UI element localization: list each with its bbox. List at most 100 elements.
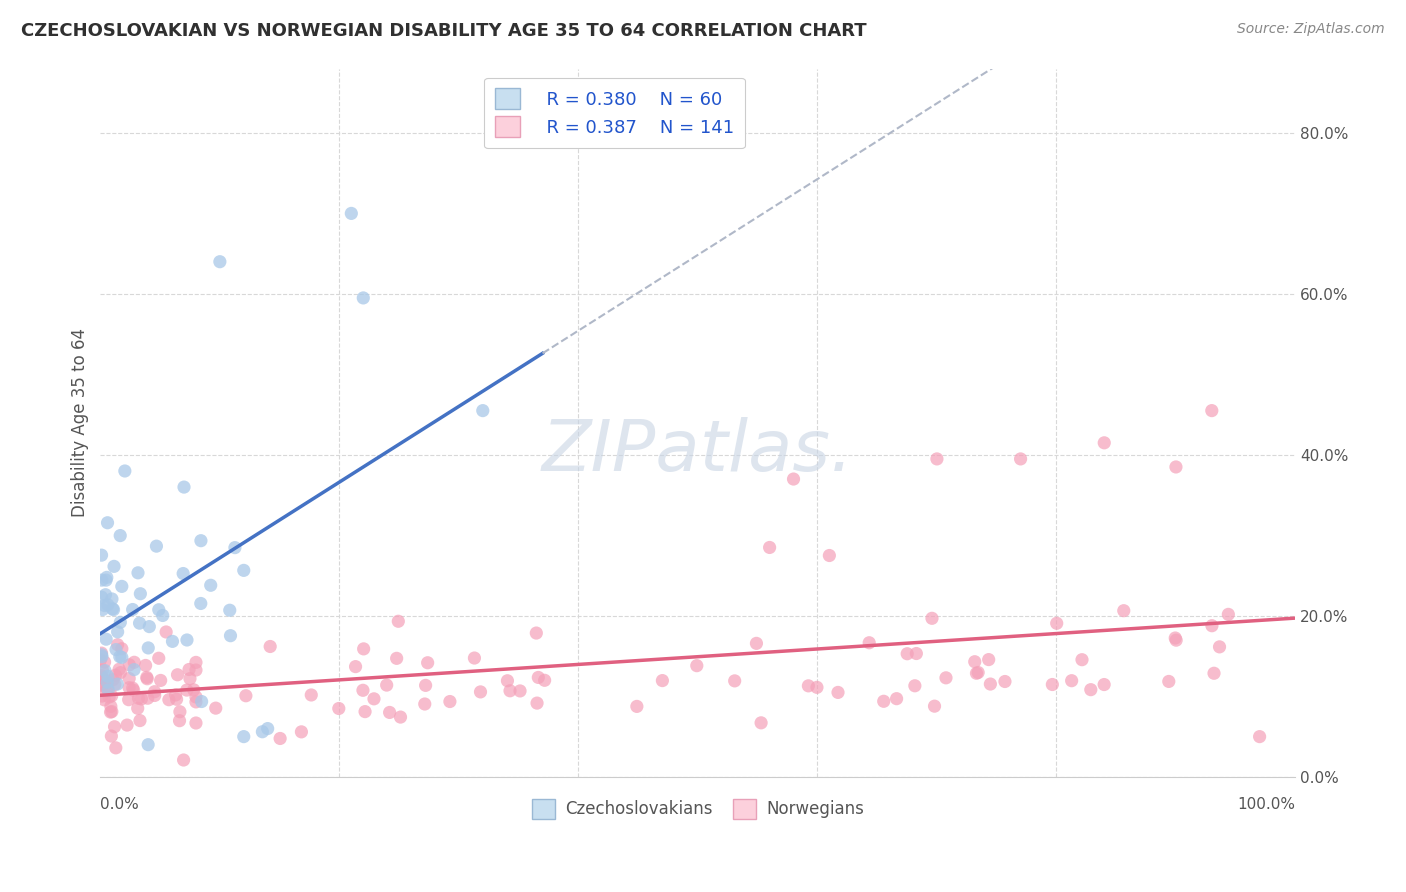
Point xyxy=(101,673,124,687)
Point xyxy=(96,516,118,530)
Point xyxy=(148,651,170,665)
Point xyxy=(91,678,114,692)
Point xyxy=(101,591,124,606)
Point xyxy=(97,683,120,698)
Text: 0.0%: 0.0% xyxy=(100,797,139,812)
Point xyxy=(200,578,222,592)
Point xyxy=(165,688,187,702)
Point xyxy=(966,666,988,681)
Point xyxy=(184,690,207,704)
Point xyxy=(96,675,118,690)
Point xyxy=(100,699,122,714)
Point xyxy=(818,549,841,563)
Point xyxy=(1040,677,1063,691)
Point xyxy=(1202,666,1225,681)
Point xyxy=(148,603,170,617)
Point xyxy=(218,603,240,617)
Point xyxy=(378,706,401,720)
Point xyxy=(904,679,927,693)
Point xyxy=(1071,653,1094,667)
Point xyxy=(127,701,149,715)
Point xyxy=(136,738,159,752)
Point xyxy=(1092,677,1115,691)
Point xyxy=(94,678,117,692)
Point xyxy=(136,691,159,706)
Point xyxy=(104,677,127,691)
Point xyxy=(782,472,804,486)
Point xyxy=(994,674,1017,689)
Point xyxy=(977,652,1000,666)
Point xyxy=(90,548,112,562)
Point xyxy=(176,683,198,698)
Point xyxy=(105,642,128,657)
Point xyxy=(499,683,522,698)
Text: Source: ZipAtlas.com: Source: ZipAtlas.com xyxy=(1237,22,1385,37)
Point xyxy=(873,694,896,708)
Point xyxy=(896,647,918,661)
Point xyxy=(827,685,849,699)
Point xyxy=(135,658,157,673)
Point xyxy=(352,291,374,305)
Point xyxy=(169,714,191,728)
Point xyxy=(1157,674,1180,689)
Point xyxy=(797,679,820,693)
Point xyxy=(172,566,194,581)
Point xyxy=(1201,403,1223,417)
Point xyxy=(118,681,141,695)
Point xyxy=(104,668,127,682)
Text: CZECHOSLOVAKIAN VS NORWEGIAN DISABILITY AGE 35 TO 64 CORRELATION CHART: CZECHOSLOVAKIAN VS NORWEGIAN DISABILITY … xyxy=(21,22,866,40)
Point xyxy=(269,731,291,746)
Point xyxy=(129,587,152,601)
Point xyxy=(96,570,118,584)
Point xyxy=(101,602,124,616)
Point xyxy=(149,673,172,688)
Legend: Czechoslovakians, Norwegians: Czechoslovakians, Norwegians xyxy=(526,793,870,825)
Point xyxy=(921,611,943,625)
Point xyxy=(118,672,141,686)
Point xyxy=(104,740,127,755)
Point xyxy=(389,710,412,724)
Point xyxy=(1164,631,1187,645)
Point xyxy=(136,640,159,655)
Point xyxy=(925,451,948,466)
Point xyxy=(169,705,191,719)
Point xyxy=(152,608,174,623)
Point xyxy=(90,590,112,604)
Point xyxy=(110,615,132,630)
Point xyxy=(1060,673,1083,688)
Point xyxy=(235,689,257,703)
Point xyxy=(886,691,908,706)
Point xyxy=(143,689,166,703)
Point xyxy=(157,692,180,706)
Point xyxy=(128,691,150,706)
Point xyxy=(190,533,212,548)
Point xyxy=(190,597,212,611)
Point xyxy=(90,646,112,660)
Point xyxy=(385,651,408,665)
Point xyxy=(103,720,125,734)
Point xyxy=(526,696,548,710)
Point xyxy=(176,632,198,647)
Point xyxy=(415,678,437,692)
Point xyxy=(184,663,207,677)
Point xyxy=(93,599,115,613)
Point xyxy=(108,649,131,664)
Point xyxy=(208,254,231,268)
Point xyxy=(967,665,990,680)
Point xyxy=(89,653,111,667)
Point xyxy=(626,699,648,714)
Point xyxy=(232,563,254,577)
Point xyxy=(110,528,132,542)
Point xyxy=(122,655,145,669)
Y-axis label: Disability Age 35 to 64: Disability Age 35 to 64 xyxy=(72,328,89,517)
Point xyxy=(471,403,494,417)
Point xyxy=(290,724,312,739)
Point xyxy=(98,690,121,704)
Point xyxy=(93,655,115,669)
Point xyxy=(155,624,177,639)
Point xyxy=(749,715,772,730)
Point xyxy=(111,650,134,665)
Text: 100.0%: 100.0% xyxy=(1237,797,1295,812)
Point xyxy=(96,681,118,696)
Point xyxy=(105,677,128,691)
